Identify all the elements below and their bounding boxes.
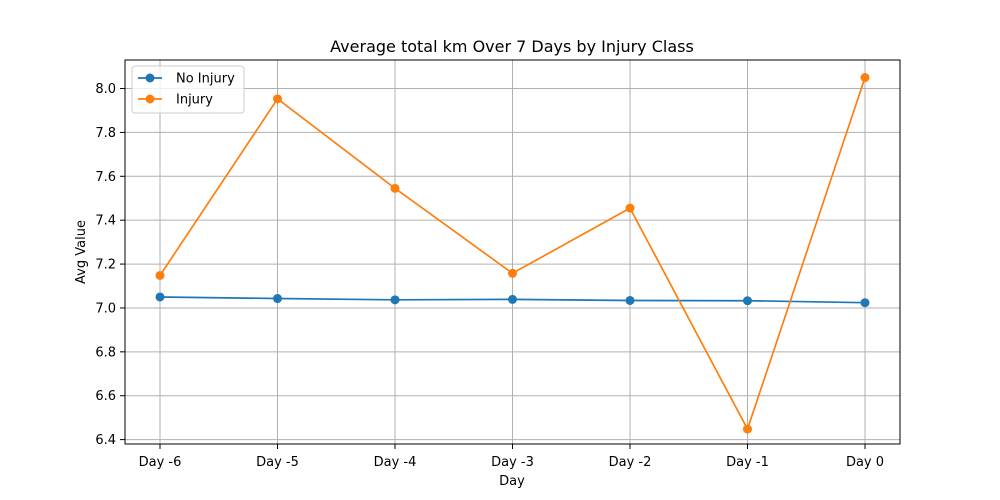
x-tick-label: Day -2 [609, 455, 652, 470]
series-layer [155, 73, 870, 434]
legend: No Injury Injury [131, 65, 245, 114]
legend-marker-no-injury [145, 73, 155, 83]
data-point-no-injury [390, 295, 400, 305]
x-tick-label: Day -3 [491, 455, 534, 470]
y-tick-label: 7.0 [95, 301, 116, 316]
chart-title: Average total km Over 7 Days by Injury C… [330, 37, 694, 56]
y-tick-label: 8.0 [95, 82, 116, 97]
data-point-injury [625, 203, 635, 213]
data-point-no-injury [508, 294, 517, 304]
series-injury [155, 73, 870, 434]
y-axis-title: Avg Value [74, 220, 89, 284]
x-tick-label: Day -6 [139, 455, 182, 470]
series-no-injury [155, 292, 870, 308]
data-point-injury [273, 94, 282, 104]
data-point-no-injury [743, 296, 752, 306]
data-point-injury [743, 424, 752, 434]
x-axis: Day -6 Day -5 Day -4 Day -3 Day -2 Day -1 Day … [139, 444, 884, 470]
y-tick-label: 7.8 [95, 126, 116, 141]
x-tick-label: Day -4 [374, 455, 417, 470]
legend-label-no-injury: No Injury [176, 72, 235, 87]
y-tick-label: 6.4 [95, 433, 116, 448]
y-tick-label: 7.4 [95, 214, 116, 229]
x-tick-label: Day 0 [846, 455, 884, 470]
data-point-no-injury [273, 294, 282, 304]
grid-layer [125, 60, 900, 444]
data-point-injury [860, 73, 870, 83]
y-tick-label: 6.6 [95, 389, 116, 404]
data-point-injury [508, 268, 517, 278]
data-point-injury [390, 183, 400, 193]
y-tick-label: 7.2 [95, 258, 116, 273]
y-tick-label: 7.6 [95, 170, 116, 185]
x-tick-label: Day -1 [726, 455, 769, 470]
data-point-no-injury [860, 298, 870, 308]
data-point-injury [155, 270, 165, 280]
y-tick-label: 6.8 [95, 345, 116, 360]
legend-marker-injury [145, 94, 155, 104]
x-axis-title: Day [499, 474, 525, 489]
data-point-no-injury [625, 295, 635, 305]
legend-label-injury: Injury [176, 93, 213, 108]
y-axis: 6.4 6.6 6.8 7.0 7.2 7.4 7.6 7.8 8.0 [95, 82, 125, 448]
x-tick-label: Day -5 [256, 455, 299, 470]
data-point-no-injury [155, 292, 165, 302]
